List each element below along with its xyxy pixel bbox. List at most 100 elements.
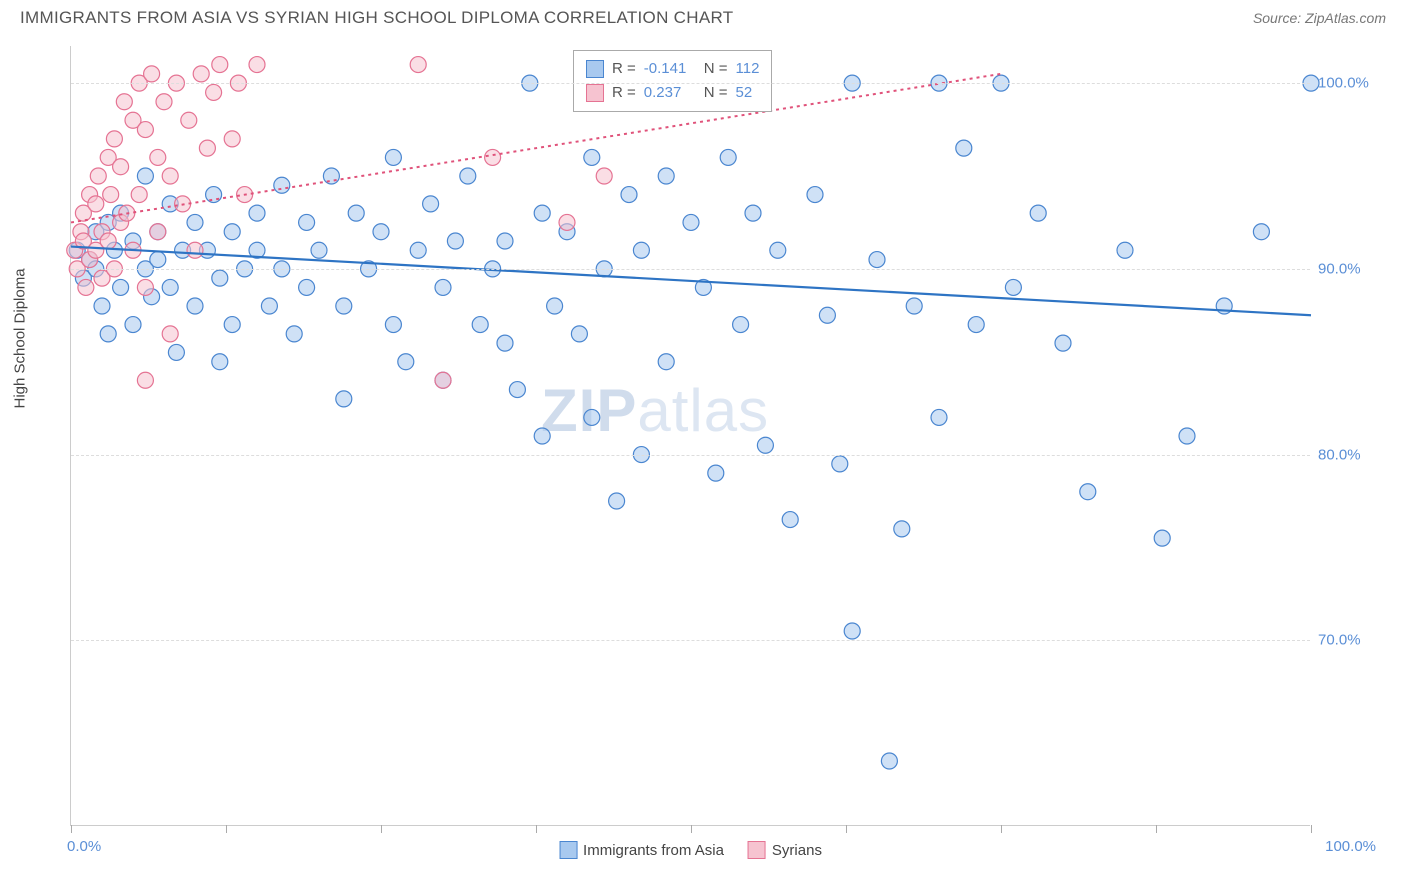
data-point xyxy=(609,493,625,509)
data-point xyxy=(770,242,786,258)
data-point xyxy=(1253,224,1269,240)
data-point xyxy=(410,242,426,258)
data-point xyxy=(286,326,302,342)
data-point xyxy=(168,344,184,360)
source-attribution: Source: ZipAtlas.com xyxy=(1253,10,1386,26)
x-tick xyxy=(691,825,692,833)
data-point xyxy=(206,84,222,100)
data-point xyxy=(1179,428,1195,444)
data-point xyxy=(621,187,637,203)
n-label: N = xyxy=(704,81,728,105)
data-point xyxy=(509,382,525,398)
data-point xyxy=(88,196,104,212)
data-point xyxy=(137,168,153,184)
legend-swatch xyxy=(586,84,604,102)
data-point xyxy=(906,298,922,314)
data-point xyxy=(162,326,178,342)
data-point xyxy=(559,214,575,230)
data-point xyxy=(206,187,222,203)
data-point xyxy=(131,187,147,203)
y-tick-label: 90.0% xyxy=(1318,260,1382,277)
r-value: 0.237 xyxy=(644,81,696,105)
data-point xyxy=(472,317,488,333)
n-value: 112 xyxy=(736,57,760,81)
data-point xyxy=(819,307,835,323)
data-point xyxy=(212,270,228,286)
data-point xyxy=(757,437,773,453)
data-point xyxy=(137,372,153,388)
r-label: R = xyxy=(612,57,636,81)
data-point xyxy=(683,214,699,230)
data-point xyxy=(547,298,563,314)
data-point xyxy=(720,149,736,165)
data-point xyxy=(162,279,178,295)
stats-legend-row: R =0.237N =52 xyxy=(586,81,759,105)
data-point xyxy=(187,298,203,314)
data-point xyxy=(534,428,550,444)
data-point xyxy=(150,252,166,268)
data-point xyxy=(596,168,612,184)
data-point xyxy=(156,94,172,110)
data-point xyxy=(150,224,166,240)
data-point xyxy=(162,168,178,184)
data-point xyxy=(733,317,749,333)
data-point xyxy=(460,168,476,184)
y-tick-label: 80.0% xyxy=(1318,446,1382,463)
data-point xyxy=(299,214,315,230)
data-point xyxy=(423,196,439,212)
gridline-h xyxy=(71,83,1310,84)
y-axis-label: High School Diploma xyxy=(12,268,29,408)
data-point xyxy=(435,279,451,295)
data-point xyxy=(1154,530,1170,546)
data-point xyxy=(100,233,116,249)
data-point xyxy=(658,354,674,370)
data-point xyxy=(224,317,240,333)
data-point xyxy=(385,317,401,333)
data-point xyxy=(212,354,228,370)
data-point xyxy=(708,465,724,481)
r-value: -0.141 xyxy=(644,57,696,81)
data-point xyxy=(832,456,848,472)
data-point xyxy=(193,66,209,82)
data-point xyxy=(137,279,153,295)
data-point xyxy=(212,57,228,73)
data-point xyxy=(584,149,600,165)
x-axis-max-label: 100.0% xyxy=(1325,838,1376,855)
data-point xyxy=(103,187,119,203)
gridline-h xyxy=(71,455,1310,456)
data-point xyxy=(323,168,339,184)
data-point xyxy=(782,512,798,528)
data-point xyxy=(956,140,972,156)
legend-swatch xyxy=(748,841,766,859)
data-point xyxy=(1055,335,1071,351)
data-point xyxy=(78,279,94,295)
data-point xyxy=(534,205,550,221)
data-point xyxy=(1080,484,1096,500)
data-point xyxy=(261,298,277,314)
data-point xyxy=(658,168,674,184)
data-point xyxy=(137,122,153,138)
data-point xyxy=(249,57,265,73)
data-point xyxy=(584,409,600,425)
gridline-h xyxy=(71,640,1310,641)
data-point xyxy=(90,168,106,184)
data-point xyxy=(1005,279,1021,295)
data-point xyxy=(336,391,352,407)
legend-swatch xyxy=(586,60,604,78)
x-tick xyxy=(1001,825,1002,833)
data-point xyxy=(116,94,132,110)
data-point xyxy=(485,149,501,165)
data-point xyxy=(199,140,215,156)
data-point xyxy=(968,317,984,333)
data-point xyxy=(150,149,166,165)
data-point xyxy=(385,149,401,165)
y-tick-label: 70.0% xyxy=(1318,632,1382,649)
x-tick xyxy=(1156,825,1157,833)
data-point xyxy=(931,409,947,425)
data-point xyxy=(348,205,364,221)
x-axis-min-label: 0.0% xyxy=(67,838,101,855)
data-point xyxy=(497,335,513,351)
data-point xyxy=(106,131,122,147)
legend-item: Immigrants from Asia xyxy=(559,841,724,859)
n-value: 52 xyxy=(736,81,753,105)
